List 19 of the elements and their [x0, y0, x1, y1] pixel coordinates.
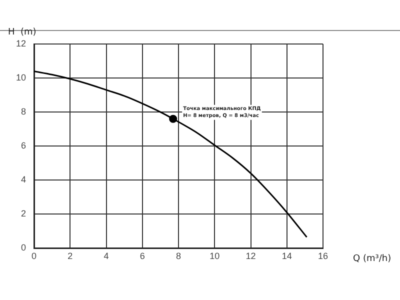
x-tick-label: 10 — [210, 251, 220, 262]
y-tick-label: 4 — [20, 174, 26, 185]
x-tick-label: 8 — [176, 251, 182, 262]
x-axis-title: Q (m³/h) — [353, 254, 392, 264]
y-tick-label: 6 — [20, 140, 26, 151]
x-tick-label: 0 — [32, 251, 37, 262]
y-tick-label: 12 — [16, 38, 26, 48]
y-tick-label: 10 — [16, 72, 26, 83]
line-series — [34, 70, 308, 238]
y-tick-label: 2 — [20, 208, 26, 219]
x-tick-label: 14 — [282, 251, 292, 262]
x-tick-label: 6 — [140, 251, 145, 262]
x-tick-label: 4 — [104, 251, 109, 262]
y-axis-title: H (m) — [8, 27, 36, 38]
x-tick-label: 2 — [68, 251, 73, 262]
y-tick-label: 8 — [20, 106, 26, 117]
x-tick-label: 12 — [246, 251, 256, 262]
x-tick-label: 16 — [318, 251, 328, 262]
y-tick-label: 0 — [20, 242, 26, 253]
